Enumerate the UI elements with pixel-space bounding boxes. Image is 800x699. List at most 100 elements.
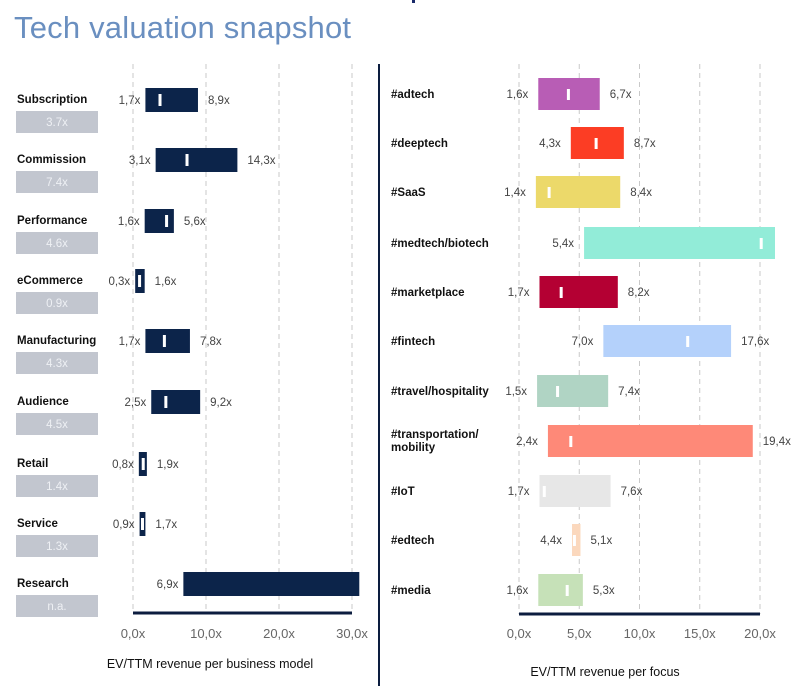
median-marker [565, 585, 569, 596]
high-value-label: 14,3x [247, 155, 275, 167]
low-value-label: 1,6x [507, 585, 529, 597]
high-value-label: 5,6x [184, 216, 206, 228]
median-marker [559, 287, 563, 298]
high-value-label: 7,8x [200, 336, 222, 348]
low-value-label: 3,1x [129, 155, 151, 167]
median-marker [185, 154, 189, 166]
high-value-label: 1,9x [157, 459, 179, 471]
median-badge-text: 3.7x [46, 117, 68, 129]
category-label: #edtech [391, 535, 434, 547]
range-bar [183, 572, 360, 596]
range-bar [155, 148, 238, 172]
category-label: Research [17, 578, 69, 590]
median-marker [165, 215, 169, 227]
high-value-label: 1,7x [155, 519, 177, 531]
median-marker [569, 436, 573, 447]
median-badge [16, 232, 98, 254]
x-axis-title: EV/TTM revenue per focus [530, 665, 679, 679]
median-marker [556, 386, 560, 397]
low-value-label: 0,3x [108, 276, 130, 288]
high-value-label: 5,3x [593, 585, 615, 597]
low-value-label: 1,7x [119, 95, 141, 107]
range-bar [145, 88, 198, 112]
median-badge [16, 292, 98, 314]
low-value-label: 1,7x [508, 287, 530, 299]
median-marker [141, 458, 145, 470]
median-badge-text: 1.4x [46, 481, 68, 493]
category-label: Commission [17, 154, 86, 166]
high-value-label: 8,7x [634, 138, 656, 150]
low-value-label: 2,5x [125, 397, 147, 409]
category-label: #deeptech [391, 138, 448, 150]
median-badge [16, 413, 98, 435]
category-label: #travel/hospitality [391, 386, 489, 398]
low-value-label: 5,4x [552, 238, 574, 250]
high-value-label: 17,6x [741, 336, 769, 348]
range-bar [145, 329, 190, 353]
median-badge-text: 7.4x [46, 177, 68, 189]
high-value-label: 6,7x [610, 89, 632, 101]
x-tick-label: 15,0x [684, 626, 716, 641]
low-value-label: 1,6x [507, 89, 529, 101]
low-value-label: 1,7x [119, 336, 141, 348]
range-bar [547, 425, 753, 457]
low-value-label: 1,5x [505, 386, 527, 398]
high-value-label: 19,4x [763, 436, 791, 448]
range-bar [537, 375, 609, 407]
category-label: #media [391, 585, 431, 597]
high-value-label: 1,6x [155, 276, 177, 288]
high-value-label: 8,9x [208, 95, 230, 107]
range-bar [539, 475, 611, 507]
median-marker [138, 275, 142, 287]
median-badge-text: n.a. [47, 601, 66, 613]
range-bar [572, 524, 581, 556]
low-value-label: 4,3x [539, 138, 561, 150]
median-badge [16, 171, 98, 193]
focus-chart: 0,0x 5,0x 10,0x 15,0x 20,0x EV/TTM revenue pe… [391, 64, 791, 679]
high-value-label: 7,6x [621, 486, 643, 498]
low-value-label: 6,9x [157, 579, 179, 591]
median-badge [16, 595, 98, 617]
range-bar [603, 325, 732, 357]
low-value-label: 7,0x [572, 336, 594, 348]
x-axis-title: EV/TTM revenue per business model [107, 657, 313, 671]
category-label: #SaaS [391, 187, 426, 199]
high-value-label: 5,1x [590, 535, 612, 547]
median-marker [547, 187, 551, 198]
x-tick-label: 5,0x [567, 626, 592, 641]
category-label: mobility [391, 442, 436, 454]
median-marker [759, 238, 763, 249]
x-tick-label: 0,0x [507, 626, 532, 641]
page-title: Tech valuation snapshot [14, 10, 352, 45]
median-marker [164, 396, 168, 408]
median-marker [158, 94, 162, 106]
low-value-label: 4,4x [540, 535, 562, 547]
x-tick-label: 20,0x [744, 626, 776, 641]
low-value-label: 1,6x [118, 216, 140, 228]
low-value-label: 0,9x [113, 519, 135, 531]
median-badge-text: 4.3x [46, 358, 68, 370]
range-bar [584, 227, 775, 259]
business-model-chart: 0,0x 10,0x 20,0x 30,0x EV/TTM revenue per bu… [16, 64, 368, 671]
median-marker [162, 335, 166, 347]
range-bar [151, 390, 201, 414]
median-marker [542, 486, 546, 497]
chart-divider [378, 64, 380, 686]
low-value-label: 1,7x [508, 486, 530, 498]
range-bar [538, 574, 583, 606]
category-label: Performance [17, 215, 87, 227]
high-value-label: 8,4x [630, 187, 652, 199]
x-tick-label: 10,0x [624, 626, 656, 641]
x-tick-label: 10,0x [190, 626, 222, 641]
category-label: #marketplace [391, 287, 465, 299]
x-tick-label: 20,0x [263, 626, 295, 641]
low-value-label: 1,4x [504, 187, 526, 199]
category-label: Retail [17, 458, 48, 470]
low-value-label: 2,4x [516, 436, 538, 448]
median-badge-text: 4.5x [46, 419, 68, 431]
median-badge [16, 111, 98, 133]
category-label: Manufacturing [17, 335, 96, 347]
category-label: Service [17, 518, 58, 530]
range-bar [539, 276, 618, 308]
